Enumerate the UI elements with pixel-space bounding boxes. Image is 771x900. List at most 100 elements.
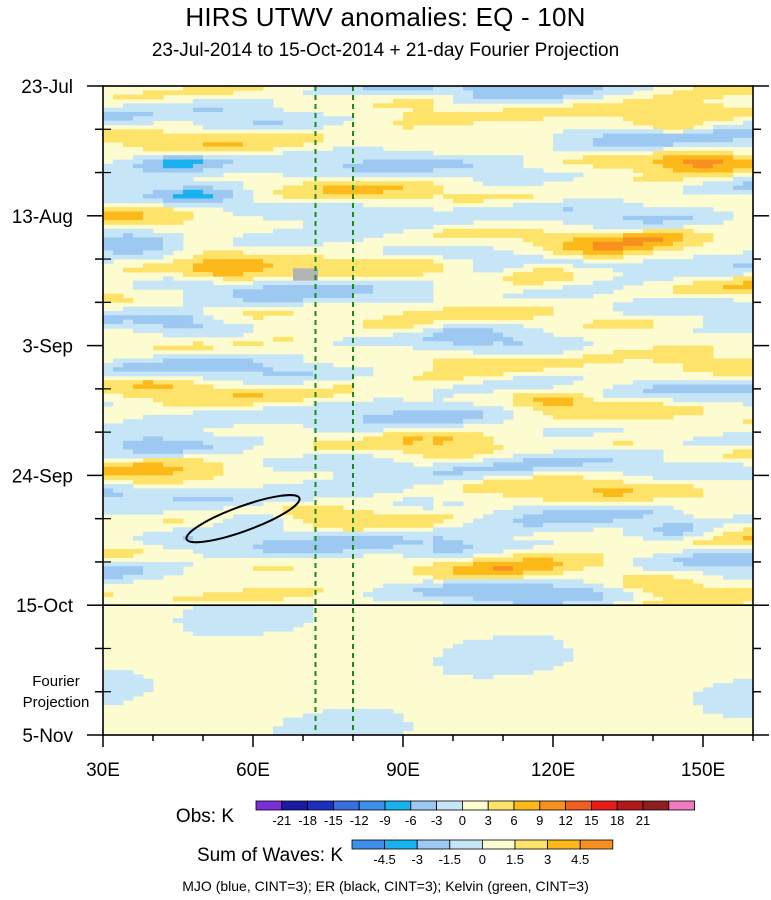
anomaly-cell [313, 375, 324, 381]
anomaly-cell [493, 657, 504, 662]
anomaly-cell [743, 466, 753, 472]
anomaly-cell [343, 267, 354, 273]
anomaly-cell [203, 440, 214, 446]
anomaly-cell [323, 207, 334, 212]
anomaly-cell [623, 86, 634, 91]
anomaly-cell [313, 207, 324, 212]
anomaly-cell [533, 453, 544, 459]
anomaly-cell [213, 328, 224, 334]
anomaly-cell [183, 488, 194, 494]
anomaly-cell [103, 319, 114, 325]
anomaly-cell [503, 600, 514, 606]
anomaly-cell [713, 548, 724, 554]
anomaly-cell [433, 120, 444, 126]
anomaly-cell [243, 198, 254, 204]
anomaly-cell [123, 574, 134, 580]
anomaly-cell [263, 540, 274, 546]
anomaly-cell [383, 336, 394, 342]
anomaly-cell [353, 713, 364, 719]
anomaly-cell [653, 514, 664, 520]
anomaly-cell [493, 527, 504, 533]
anomaly-cell [713, 436, 724, 442]
anomaly-cell [653, 380, 664, 385]
anomaly-cell [293, 505, 304, 511]
anomaly-cell [733, 535, 744, 541]
anomaly-cell [453, 596, 464, 602]
anomaly-cell [343, 419, 354, 424]
anomaly-cell [103, 700, 114, 706]
anomaly-cell [393, 263, 404, 269]
anomaly-cell [573, 233, 584, 238]
anomaly-cell [143, 683, 154, 688]
anomaly-cell [253, 380, 264, 385]
anomaly-cell [403, 90, 414, 96]
anomaly-cell [243, 419, 254, 424]
anomaly-cell [133, 246, 144, 251]
anomaly-cell [273, 254, 284, 260]
anomaly-cell [563, 215, 574, 221]
anomaly-cell [643, 566, 654, 571]
anomaly-cell [493, 670, 504, 675]
anomaly-cell [343, 155, 354, 160]
anomaly-cell [673, 522, 684, 528]
anomaly-cell [433, 479, 444, 485]
anomaly-cell [533, 336, 544, 342]
anomaly-cell [393, 298, 404, 303]
anomaly-cell [213, 592, 224, 597]
anomaly-cell [483, 574, 494, 580]
anomaly-cell [373, 189, 384, 195]
anomaly-cell [183, 198, 194, 204]
anomaly-cell [173, 596, 184, 602]
anomaly-cell [613, 488, 624, 494]
anomaly-cell [613, 163, 624, 169]
anomaly-cell [583, 406, 594, 411]
anomaly-cell [243, 124, 254, 130]
anomaly-cell [703, 561, 714, 567]
anomaly-cell [733, 267, 744, 273]
anomaly-cell [573, 220, 584, 225]
anomaly-cell [193, 146, 204, 152]
anomaly-cell [683, 557, 694, 563]
anomaly-cell [313, 427, 324, 433]
anomaly-cell [213, 362, 224, 368]
anomaly-cell [493, 323, 504, 329]
anomaly-cell [213, 527, 224, 533]
anomaly-cell [163, 159, 174, 165]
anomaly-cell [643, 129, 654, 134]
anomaly-cell [293, 492, 304, 498]
anomaly-cell [493, 406, 504, 411]
anomaly-cell [683, 349, 694, 355]
anomaly-cell [403, 189, 414, 195]
anomaly-cell [343, 484, 354, 489]
anomaly-cell [313, 414, 324, 420]
anomaly-cell [243, 189, 254, 195]
anomaly-cell [113, 176, 124, 182]
anomaly-cell [523, 458, 534, 463]
anomaly-cell [513, 566, 524, 571]
anomaly-cell [553, 272, 564, 277]
anomaly-cell [523, 453, 534, 459]
anomaly-cell [623, 462, 634, 468]
anomaly-cell [103, 683, 114, 688]
anomaly-cell [403, 315, 414, 321]
anomaly-cell [273, 484, 284, 489]
anomaly-cell [733, 557, 744, 563]
anomaly-cell [603, 163, 614, 169]
anomaly-cell [253, 259, 264, 264]
anomaly-cell [743, 259, 753, 264]
anomaly-cell [143, 319, 154, 325]
anomaly-cell [733, 371, 744, 377]
anomaly-cell [373, 215, 384, 221]
anomaly-cell [583, 596, 594, 602]
anomaly-cell [223, 86, 234, 91]
anomaly-cell [123, 159, 134, 165]
anomaly-cell [683, 150, 694, 156]
anomaly-cell [453, 220, 464, 225]
anomaly-cell [743, 267, 753, 273]
anomaly-cell [193, 497, 204, 502]
anomaly-cell [193, 419, 204, 424]
anomaly-cell [383, 540, 394, 546]
anomaly-cell [213, 492, 224, 498]
anomaly-cell [513, 596, 524, 602]
anomaly-cell [593, 553, 604, 559]
